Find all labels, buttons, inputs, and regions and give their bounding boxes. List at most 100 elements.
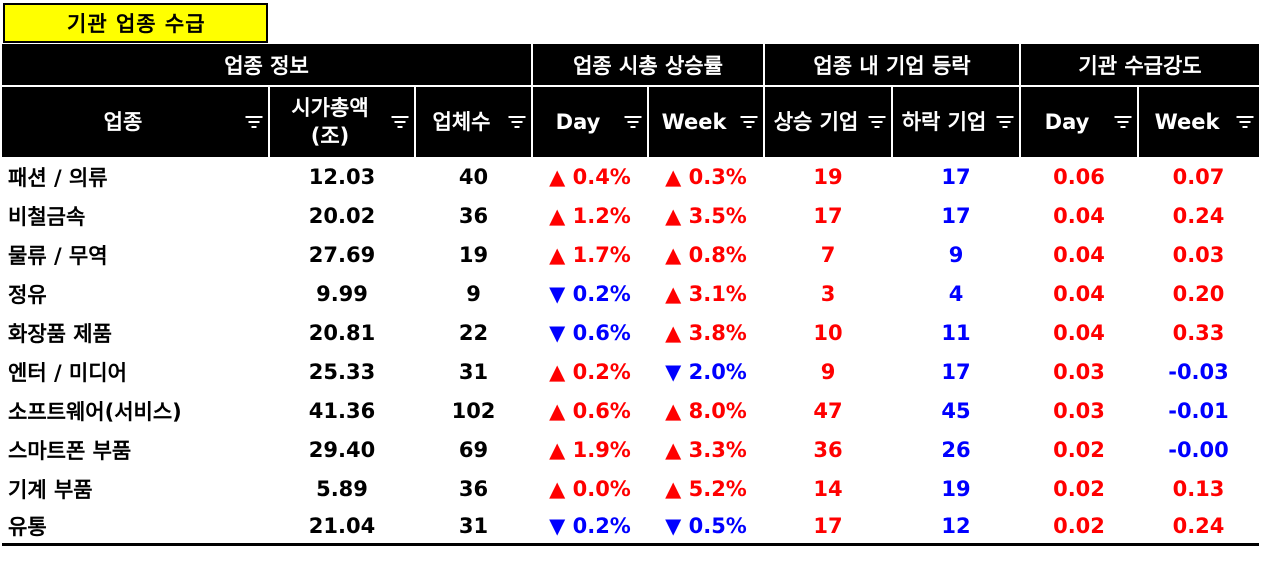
sector-name-cell: 기계 부품: [8, 477, 93, 502]
rising-count-cell: 9: [820, 359, 836, 384]
change-value: 0.6%: [572, 398, 631, 423]
table-row: 유통 21.04 31 ▼ 0.2% ▼ 0.5% 17 12 0.02 0.24: [2, 508, 1260, 546]
up-triangle-icon: ▲: [665, 242, 682, 267]
mcap-day-change-cell: ▼ 0.6%: [532, 313, 648, 352]
change-value: 1.7%: [572, 242, 631, 267]
col-inst-week-header: Week: [1136, 85, 1260, 157]
down-triangle-icon: ▼: [549, 281, 566, 306]
group-header-row: 업종 정보 업종 시총 상승률 업종 내 기업 등락 기관 수급강도: [2, 44, 1260, 86]
falling-count-cell: 11: [941, 320, 971, 345]
company-count-cell: 22: [458, 320, 489, 345]
company-count-cell: 36: [458, 203, 489, 228]
rising-count-cell: 3: [820, 281, 836, 306]
filter-icon[interactable]: [1236, 116, 1254, 128]
filter-icon[interactable]: [391, 116, 408, 128]
header-label-text: 상승 기업: [773, 110, 859, 134]
change-value: 0.0%: [572, 476, 631, 501]
group-company-updown: 업종 내 기업 등락: [763, 44, 1020, 86]
sector-name-cell: 소프트웨어(서비스): [8, 399, 182, 424]
up-triangle-icon: ▲: [665, 203, 682, 228]
change-value: 8.0%: [688, 398, 747, 423]
col-rising-header: 상승 기업: [763, 85, 892, 157]
mcap-week-change-cell: ▲ 0.8%: [648, 235, 764, 274]
table-row: 기계 부품 5.89 36 ▲ 0.0% ▲ 5.2% 14 19 0.02 0.13: [2, 469, 1259, 508]
up-triangle-icon: ▲: [665, 398, 682, 423]
header-label-text: 하락 기업: [901, 110, 987, 134]
change-value: 0.8%: [688, 242, 747, 267]
col-mcap-week-label: Week: [649, 108, 763, 136]
sector-name-cell: 화장품 제품: [8, 321, 112, 346]
sector-name-cell: 패션 / 의류: [8, 165, 108, 190]
col-falling-header: 하락 기업: [891, 85, 1020, 157]
change-value: 0.2%: [572, 359, 631, 384]
inst-week-cell: 0.24: [1172, 203, 1225, 228]
change-value: 2.0%: [688, 359, 747, 384]
filter-icon[interactable]: [508, 116, 525, 128]
table-row: 물류 / 무역 27.69 19 ▲ 1.7% ▲ 0.8% 7 9 0.04 0.03: [2, 235, 1259, 274]
market-cap-cell: 29.40: [308, 437, 376, 462]
col-mcap-week-header: Week: [647, 85, 764, 157]
falling-count-cell: 17: [941, 203, 971, 228]
market-cap-cell: 41.36: [308, 398, 376, 423]
filter-icon[interactable]: [996, 116, 1013, 128]
sector-name-cell: 비철금속: [8, 204, 86, 229]
up-triangle-icon: ▲: [549, 242, 566, 267]
change-value: 0.2%: [572, 513, 631, 538]
mcap-week-change-cell: ▲ 8.0%: [648, 391, 764, 430]
sector-name-cell: 엔터 / 미디어: [8, 360, 127, 385]
company-count-cell: 9: [466, 281, 481, 306]
inst-day-cell: 0.02: [1020, 508, 1138, 546]
col-market-cap-label: 시가총액 (조): [270, 94, 414, 150]
mcap-week-change-cell: ▲ 3.5%: [648, 196, 764, 235]
market-cap-cell: 12.03: [308, 164, 376, 189]
filter-icon[interactable]: [1114, 116, 1131, 128]
filter-icon[interactable]: [868, 116, 885, 128]
header-label-text: Week: [661, 110, 727, 134]
inst-day-cell: 0.06: [1053, 164, 1105, 189]
filter-icon[interactable]: [245, 116, 262, 128]
col-company-count-header: 업체수: [414, 85, 532, 157]
table-row: 엔터 / 미디어 25.33 31 ▲ 0.2% ▼ 2.0% 9 17 0.03 -0.03: [2, 352, 1259, 391]
inst-day-cell: 0.04: [1053, 203, 1105, 228]
inst-week-cell: 0.33: [1172, 320, 1225, 345]
mcap-day-change-cell: ▼ 0.2%: [532, 508, 648, 546]
inst-week-cell: -0.00: [1168, 437, 1229, 462]
col-sector-header: 업종: [2, 85, 269, 157]
group-sector-info: 업종 정보: [2, 44, 532, 86]
sheet-title: 기관 업종 수급: [3, 3, 268, 43]
company-count-cell: 19: [458, 242, 489, 267]
change-value: 3.3%: [688, 437, 747, 462]
filter-icon[interactable]: [624, 116, 641, 128]
filter-icon[interactable]: [740, 116, 757, 128]
sector-name-cell: 스마트폰 부품: [8, 438, 132, 463]
inst-week-cell: 0.20: [1172, 281, 1225, 306]
inst-day-cell: 0.03: [1053, 359, 1105, 384]
sector-flow-table: 업종 정보 업종 시총 상승률 업종 내 기업 등락 기관 수급강도 업종 시가총…: [2, 44, 1260, 546]
company-count-cell: 31: [415, 508, 532, 546]
mcap-week-change-cell: ▲ 3.1%: [648, 274, 764, 313]
table-row: 패션 / 의류 12.03 40 ▲ 0.4% ▲ 0.3% 19 17 0.06 0.07: [2, 157, 1259, 196]
up-triangle-icon: ▲: [665, 281, 682, 306]
mcap-day-change-cell: ▼ 0.2%: [532, 274, 648, 313]
group-mcap-return: 업종 시총 상승률: [531, 44, 764, 86]
mcap-day-change-cell: ▲ 0.4%: [532, 157, 648, 196]
change-value: 1.2%: [572, 203, 631, 228]
change-value: 3.1%: [688, 281, 747, 306]
mcap-week-change-cell: ▲ 3.8%: [648, 313, 764, 352]
company-count-cell: 40: [458, 164, 489, 189]
down-triangle-icon: ▼: [665, 359, 682, 384]
falling-count-cell: 17: [941, 164, 971, 189]
mcap-day-change-cell: ▲ 1.2%: [532, 196, 648, 235]
market-cap-cell: 21.04: [269, 508, 415, 546]
mcap-day-change-cell: ▲ 0.2%: [532, 352, 648, 391]
market-cap-cell: 27.69: [308, 242, 376, 267]
inst-day-cell: 0.03: [1053, 398, 1105, 423]
table-row: 소프트웨어(서비스) 41.36 102 ▲ 0.6% ▲ 8.0% 47 45 0.03 -0…: [2, 391, 1259, 430]
mcap-week-change-cell: ▼ 2.0%: [648, 352, 764, 391]
col-inst-day-label: Day: [1021, 108, 1137, 136]
table-row: 정유 9.99 9 ▼ 0.2% ▲ 3.1% 3 4 0.04 0.20: [2, 274, 1259, 313]
falling-count-cell: 12: [892, 508, 1020, 546]
header-label-text: Day: [1044, 110, 1090, 134]
down-triangle-icon: ▼: [549, 320, 566, 345]
sector-name-cell: 정유: [8, 282, 47, 307]
